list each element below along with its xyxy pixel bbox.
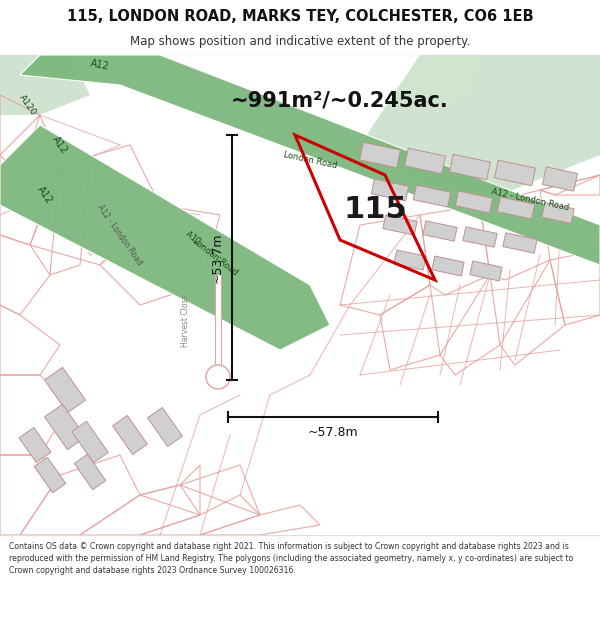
Text: London Road: London Road: [191, 237, 239, 278]
Polygon shape: [542, 202, 574, 224]
Polygon shape: [463, 227, 497, 247]
Polygon shape: [44, 368, 85, 413]
Text: Harvest Close: Harvest Close: [181, 294, 190, 346]
Polygon shape: [404, 148, 445, 174]
Polygon shape: [34, 458, 66, 492]
Text: A12: A12: [89, 58, 110, 72]
Text: Map shows position and indicative extent of the property.: Map shows position and indicative extent…: [130, 35, 470, 48]
Polygon shape: [72, 421, 108, 462]
Polygon shape: [390, 55, 480, 110]
Polygon shape: [497, 197, 535, 219]
Polygon shape: [371, 179, 409, 201]
Text: A120: A120: [17, 93, 38, 117]
Text: 115, LONDON ROAD, MARKS TEY, COLCHESTER, CO6 1EB: 115, LONDON ROAD, MARKS TEY, COLCHESTER,…: [67, 9, 533, 24]
Polygon shape: [542, 167, 578, 191]
Polygon shape: [74, 454, 106, 490]
Polygon shape: [470, 261, 502, 281]
Polygon shape: [413, 185, 451, 207]
Text: ~57.8m: ~57.8m: [308, 426, 358, 439]
Polygon shape: [432, 256, 464, 276]
Text: A12 - London Road: A12 - London Road: [490, 188, 569, 213]
Text: A12 -: A12 -: [184, 230, 206, 250]
Polygon shape: [383, 215, 417, 235]
Polygon shape: [20, 55, 600, 265]
Text: 115: 115: [343, 196, 407, 224]
Text: London Road: London Road: [283, 150, 338, 170]
Polygon shape: [494, 160, 535, 186]
Polygon shape: [449, 154, 490, 180]
Text: ~53.7m: ~53.7m: [211, 232, 224, 282]
Polygon shape: [503, 233, 537, 253]
Text: A12 - London Road: A12 - London Road: [96, 203, 144, 267]
Polygon shape: [0, 125, 330, 350]
Polygon shape: [360, 55, 600, 195]
Text: A12: A12: [50, 134, 70, 156]
Polygon shape: [455, 191, 493, 213]
Polygon shape: [0, 55, 90, 115]
Polygon shape: [148, 408, 182, 446]
Text: ~991m²/~0.245ac.: ~991m²/~0.245ac.: [231, 90, 449, 110]
Polygon shape: [44, 404, 85, 450]
Polygon shape: [394, 250, 426, 270]
Polygon shape: [359, 142, 400, 168]
Polygon shape: [19, 428, 51, 462]
Text: A12: A12: [35, 184, 55, 206]
Text: Contains OS data © Crown copyright and database right 2021. This information is : Contains OS data © Crown copyright and d…: [9, 542, 573, 575]
Polygon shape: [423, 221, 457, 241]
Polygon shape: [113, 416, 148, 454]
Circle shape: [206, 365, 230, 389]
